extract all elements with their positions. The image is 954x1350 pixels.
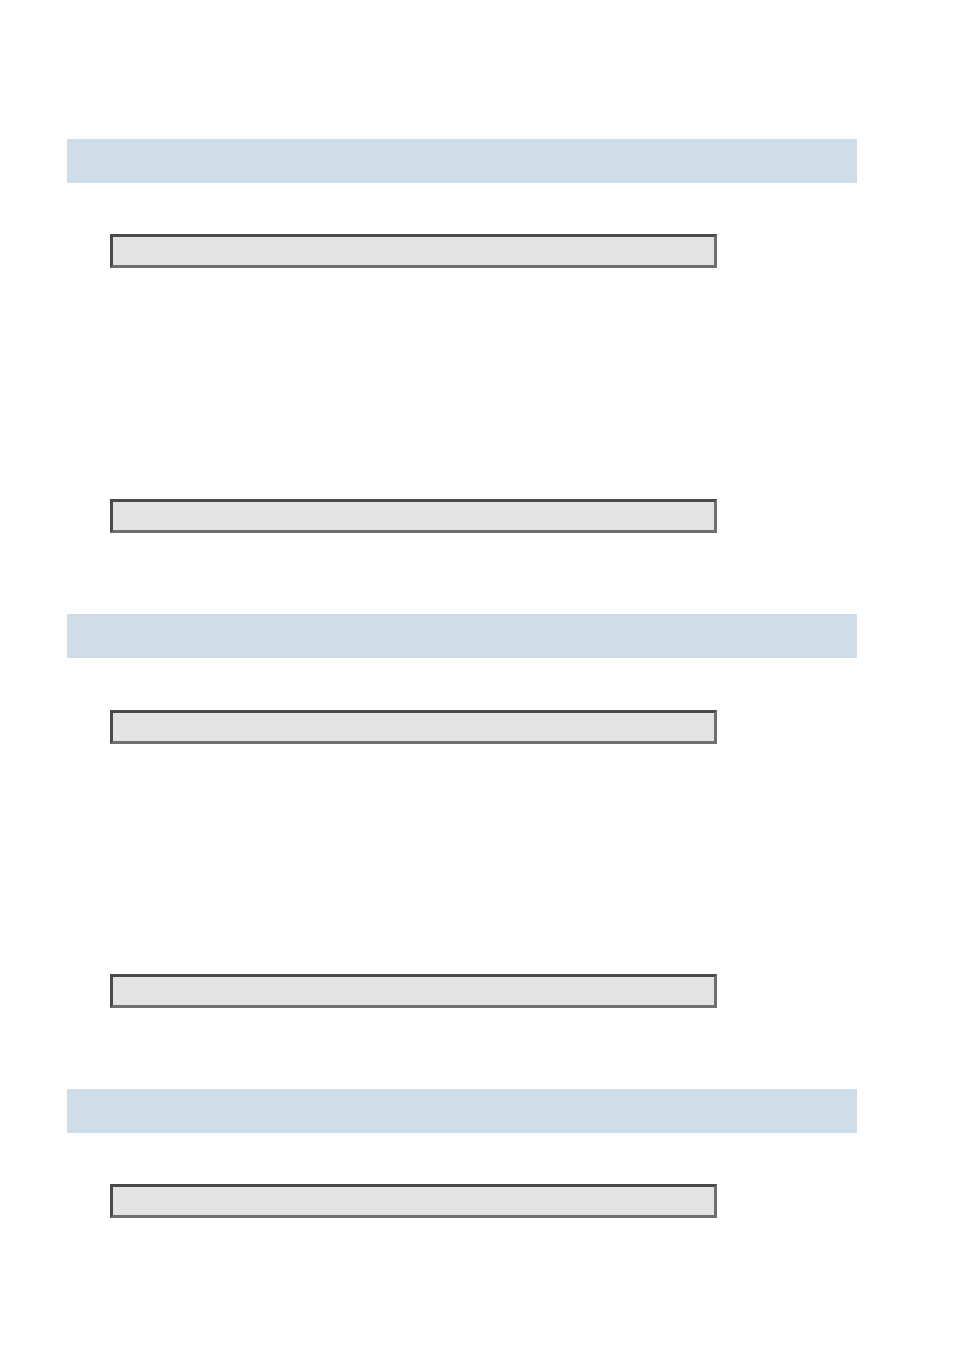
text-input[interactable] — [110, 234, 717, 268]
text-input[interactable] — [110, 974, 717, 1008]
section-header — [67, 1089, 857, 1133]
text-input[interactable] — [110, 710, 717, 744]
text-input[interactable] — [110, 499, 717, 533]
page — [0, 0, 954, 1350]
section-header — [67, 614, 857, 658]
text-input[interactable] — [110, 1184, 717, 1218]
section-header — [67, 139, 857, 183]
